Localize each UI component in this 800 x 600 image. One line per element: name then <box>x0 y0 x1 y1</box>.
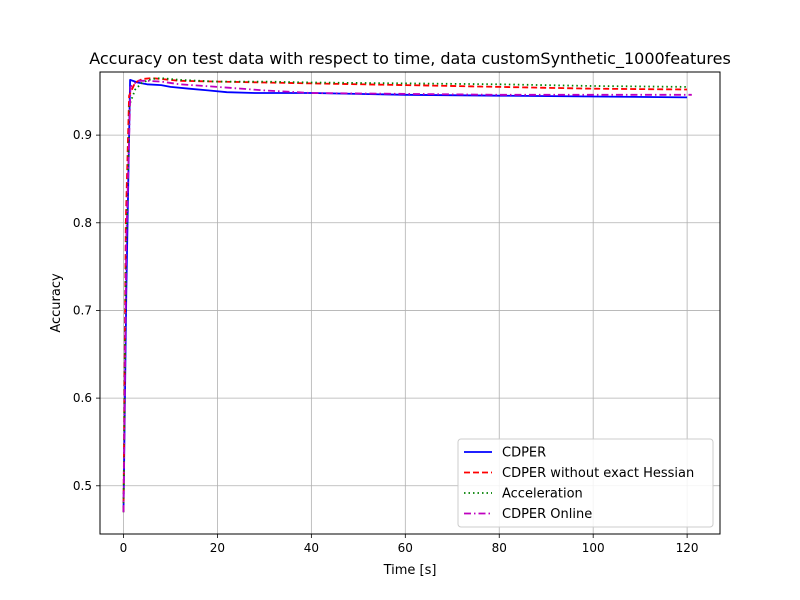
y-tick-label: 0.7 <box>73 303 92 317</box>
legend-label-4: CDPER Online <box>502 507 592 522</box>
legend-box <box>457 438 714 528</box>
x-tick-label: 80 <box>492 541 507 555</box>
y-tick-label: 0.8 <box>73 216 92 230</box>
axes-frame <box>99 71 721 535</box>
grid <box>100 72 720 534</box>
y-axis-label: Accuracy <box>49 273 64 333</box>
x-tick-label: 40 <box>304 541 319 555</box>
legend-label-3: Acceleration <box>502 487 583 502</box>
x-tick-label: 120 <box>676 541 699 555</box>
x-tick-label: 20 <box>210 541 225 555</box>
legend: CDPER CDPER without exact Hessian Accelera… <box>457 438 714 528</box>
chart-title: Accuracy on test data with respect to ti… <box>89 49 731 69</box>
legend-label-2: CDPER without exact Hessian <box>502 466 694 481</box>
plot-area <box>122 77 692 513</box>
legend-label-1: CDPER <box>502 446 546 461</box>
x-tick-label: 100 <box>582 541 605 555</box>
x-tick-label: 0 <box>120 541 128 555</box>
x-tick-label: 60 <box>398 541 413 555</box>
y-tick-label: 0.5 <box>73 479 92 493</box>
axis-ticks: 0 20 40 60 80 100 120 0.5 0.6 0.7 0.8 0.9 <box>73 128 699 555</box>
y-tick-label: 0.9 <box>73 128 92 142</box>
x-axis-label: Time [s] <box>383 563 437 578</box>
series-line-4 <box>122 79 692 513</box>
y-tick-label: 0.6 <box>73 391 92 405</box>
